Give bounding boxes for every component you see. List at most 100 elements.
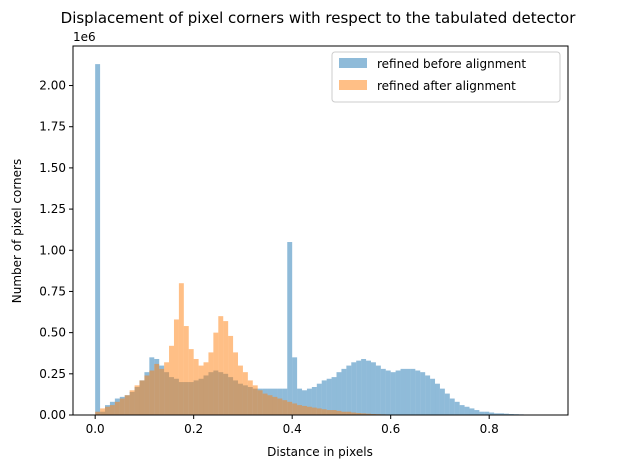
histogram-bar [385,370,391,415]
histogram-bar [287,242,293,415]
histogram-bar [124,395,130,415]
histogram-bar [292,357,298,415]
histogram-bar [435,383,440,415]
y-tick-label: 1.75 [39,120,66,134]
x-tick-label: 0.8 [480,422,499,436]
histogram-bar [346,365,352,415]
histogram-bar [252,385,258,415]
histogram-bar [302,405,307,415]
y-tick-label: 0.50 [39,326,66,340]
histogram-bar [272,396,278,415]
histogram-bar [356,413,362,415]
legend: refined before alignment refined after a… [331,51,561,103]
histogram-bar [489,412,495,415]
histogram-bar [361,358,367,415]
histogram-bar [469,408,475,415]
histogram-bar [321,409,327,415]
histogram-bar [228,335,234,415]
histogram-bar [415,370,421,415]
histogram-bar [351,412,357,415]
series-after-alignment-bars [95,283,416,416]
histogram-bar [297,388,303,415]
histogram-bar [213,332,219,415]
histogram-bar [95,411,101,415]
legend-swatch-before-alignment [339,58,367,68]
histogram-bar [439,388,445,415]
histogram-bar [370,362,376,415]
histogram-bar [341,411,347,415]
histogram-bar [326,378,332,415]
histogram-bar [282,400,288,415]
legend-label-after-alignment: refined after alignment [377,79,516,93]
histogram-bar [341,368,347,416]
histogram-bar [242,372,248,415]
histogram-bar [129,390,135,415]
histogram-bar [238,365,243,415]
histogram-bar [444,393,450,415]
histogram-bar [302,390,307,415]
histogram-bar [247,380,253,415]
legend-label-before-alignment: refined before alignment [377,57,526,71]
histogram-bar [267,395,273,415]
histogram-bar [425,375,431,415]
histogram-bar [356,360,362,415]
histogram-bar [479,411,485,415]
histogram-bar [154,363,160,415]
histogram-bar [105,406,110,415]
plot-frame [72,45,569,416]
histogram-bar [149,370,155,415]
histogram-bar [262,393,268,415]
histogram-bar [233,352,238,415]
histogram-bar [188,349,194,415]
y-axis: 0.00 0.25 0.50 0.75 1.00 1.25 1.50 1.75 2.00 [39,79,73,422]
histogram-bar [459,405,465,415]
x-tick-label: 0.0 [86,422,105,436]
histogram-bar [410,368,416,416]
y-offset-label: 1e6 [73,30,96,44]
x-tick-label: 0.2 [184,422,203,436]
histogram-bar [331,410,337,415]
histogram-bar [183,326,189,415]
histogram-bar [400,368,406,416]
histogram-bar [430,378,436,415]
histogram-bar [454,401,460,415]
histogram-bar [287,401,293,415]
histogram-bar [405,368,411,416]
histogram-bar [159,368,165,416]
histogram-bar [173,319,179,415]
histogram-bar [223,321,229,415]
histogram-bar [316,408,322,415]
histogram-bar [297,405,303,415]
x-tick-label: 0.4 [283,422,302,436]
y-tick-label: 0.75 [39,284,66,298]
histogram-bar [464,406,470,415]
histogram-bar [193,358,199,415]
histogram-bar [164,362,170,415]
histogram-bar [119,398,125,415]
chart-title: Displacement of pixel corners with respe… [61,9,577,27]
histogram-bar [306,406,312,415]
histogram-bar [494,413,500,415]
histogram-bar [474,410,480,415]
y-axis-label: Number of pixel corners [10,159,24,303]
histogram-bar [484,411,490,415]
histogram-bar [346,411,352,415]
histogram-bar [178,283,184,415]
y-tick-label: 1.25 [39,202,66,216]
histogram-bar [292,403,298,415]
histogram-bar [306,388,312,415]
histogram-bar [277,398,283,415]
histogram-bar [361,413,367,415]
histogram-bar [326,410,332,415]
x-axis: 0.0 0.2 0.4 0.6 0.8 [86,415,499,436]
histogram-bar [331,377,337,415]
histogram-bar [257,390,263,415]
histogram-bar [395,370,401,415]
histogram-bar [198,365,204,415]
histogram-bar [114,401,120,415]
histogram-bar [144,375,150,415]
legend-swatch-after-alignment [339,80,367,90]
histogram-bar [169,345,174,415]
y-tick-label: 2.00 [39,79,66,93]
